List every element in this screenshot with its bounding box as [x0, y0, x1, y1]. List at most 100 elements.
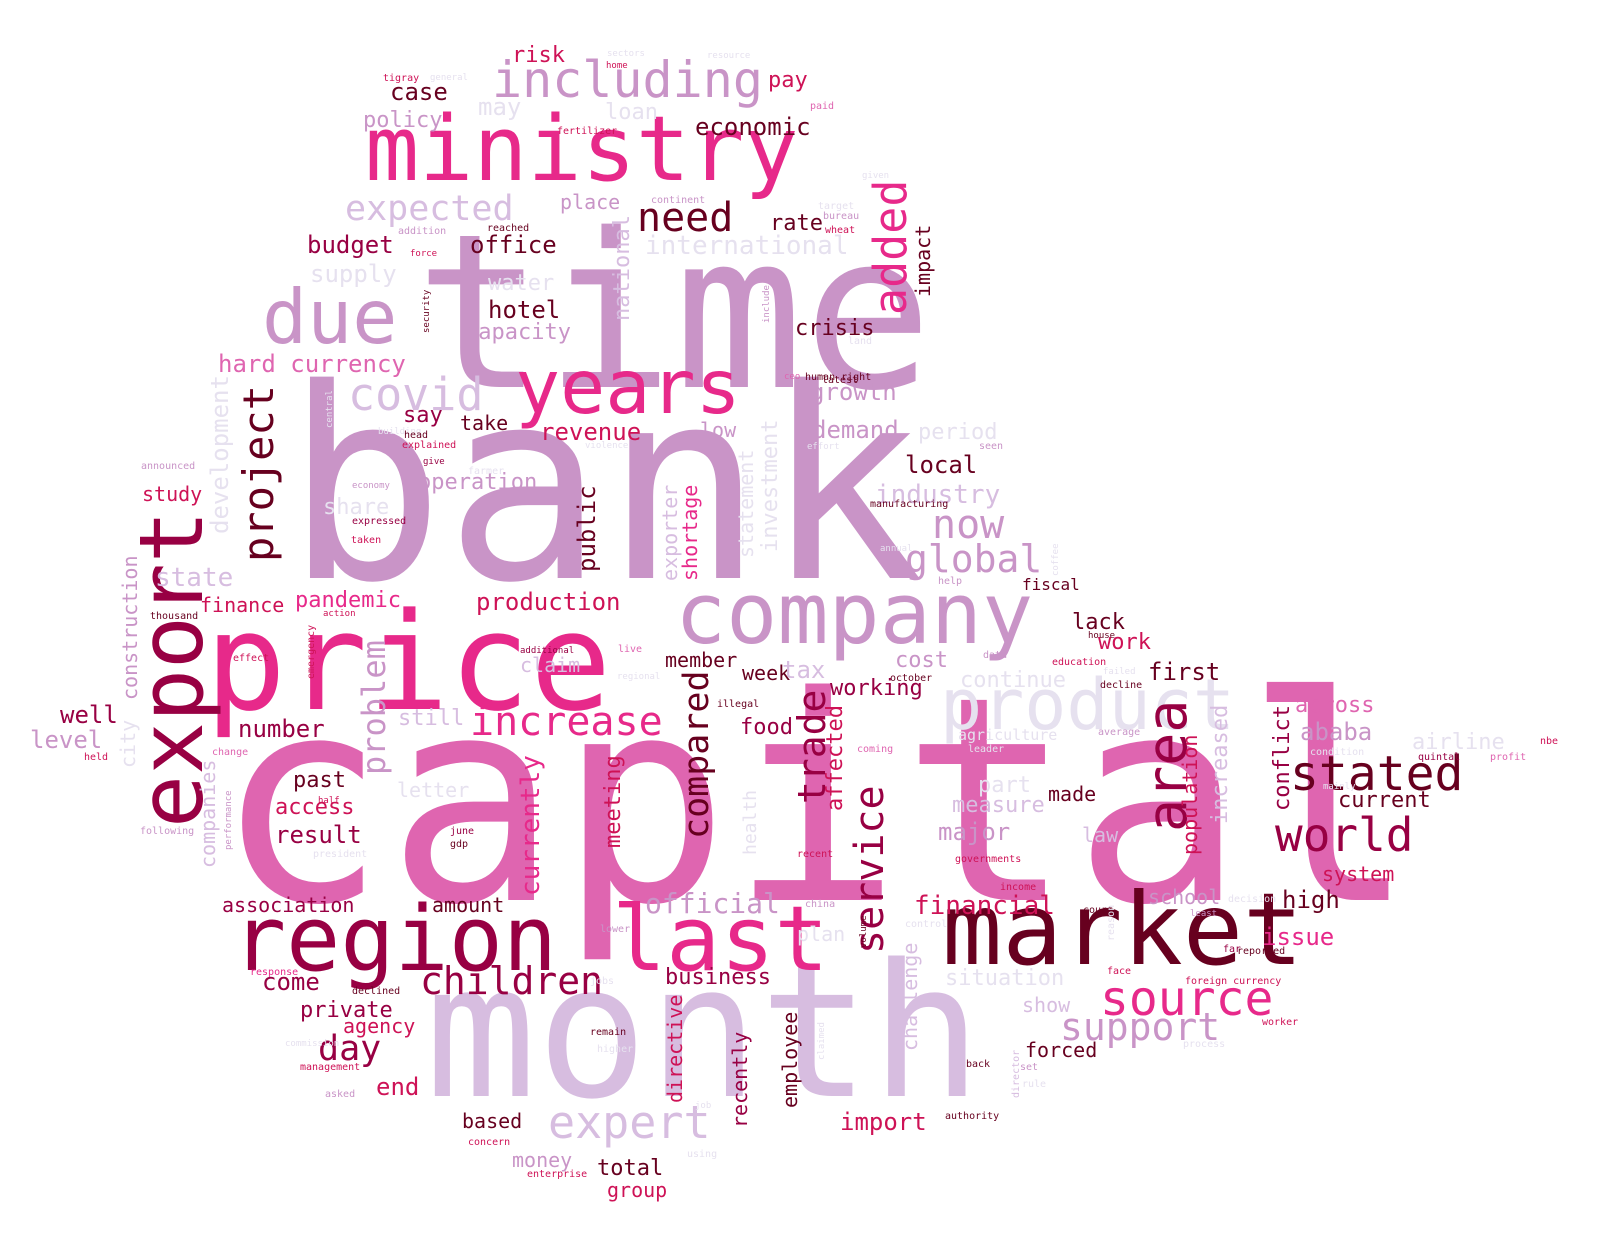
cloud-word: thousand [150, 611, 199, 622]
cloud-word: taken [351, 535, 382, 546]
cloud-word: study [142, 482, 203, 506]
cloud-word: may [478, 93, 522, 121]
cloud-word: fertilizer [557, 126, 618, 137]
cloud-word: change [212, 747, 249, 758]
cloud-word: announced [141, 461, 196, 472]
cloud-word: period [918, 420, 998, 445]
cloud-word: continent [651, 195, 706, 206]
cloud-word: reached [487, 223, 530, 234]
cloud-word: land [848, 336, 873, 347]
cloud-word: coffee [1051, 543, 1061, 576]
cloud-word: supply [310, 260, 397, 288]
cloud-word: population [1178, 734, 1202, 855]
cloud-word: meeting [601, 755, 626, 848]
cloud-word: work [1098, 630, 1151, 655]
cloud-word: result [275, 821, 362, 849]
cloud-word: profit [1490, 752, 1527, 763]
cloud-word: october [890, 673, 933, 684]
cloud-word: rule [1022, 1079, 1047, 1090]
cloud-word: place [560, 190, 621, 214]
cloud-word: manufacturing [870, 499, 949, 510]
cloud-word: source [1100, 971, 1274, 1027]
cloud-word: construction [118, 555, 142, 701]
cloud-word: seen [979, 441, 1004, 452]
cloud-word: authority [945, 1111, 1000, 1122]
cloud-word: face [1107, 966, 1132, 977]
cloud-word: ceo [784, 372, 801, 382]
cloud-word: june [450, 826, 475, 837]
cloud-word: asked [325, 1089, 356, 1100]
cloud-word: level [30, 726, 103, 754]
cloud-word: current [1338, 788, 1431, 813]
cloud-word: condition [1310, 747, 1365, 758]
cloud-word: court [1083, 905, 1114, 916]
cloud-word: tigray [383, 73, 420, 84]
cloud-word: job [695, 1101, 712, 1111]
cloud-word: reported [1237, 946, 1286, 957]
cloud-word: pandemic [295, 588, 401, 613]
cloud-word: remain [590, 1027, 627, 1038]
cloud-word: region [232, 887, 558, 992]
cloud-word: nbe [1540, 736, 1559, 747]
cloud-word: amount [432, 893, 505, 917]
cloud-word: forced [1025, 1038, 1098, 1062]
cloud-word: include [762, 285, 772, 323]
cloud-word: management [300, 1062, 361, 1073]
cloud-word: lower [600, 924, 631, 935]
cloud-word: lack [1072, 610, 1125, 635]
cloud-word: agriculture [958, 726, 1058, 744]
cloud-word: explained [402, 440, 457, 451]
cloud-word: access [275, 795, 355, 820]
cloud-word: day [318, 1029, 382, 1069]
cloud-word: group [607, 1178, 668, 1202]
cloud-word: due [262, 273, 398, 361]
cloud-word: high [1282, 886, 1340, 914]
cloud-word: concern [468, 1137, 511, 1148]
cloud-word: case [390, 78, 448, 106]
cloud-word: capacity [465, 320, 571, 345]
cloud-word: sectors [607, 49, 645, 59]
cloud-word: companies [196, 759, 220, 868]
cloud-word: international [645, 231, 849, 261]
cloud-word: support [1060, 1005, 1221, 1049]
cloud-word: measure [952, 793, 1045, 818]
cloud-word: leader [968, 744, 1005, 755]
cloud-word: shortage [678, 484, 702, 581]
cloud-word: association [222, 893, 355, 917]
cloud-word: exporter [658, 484, 682, 581]
cloud-word: city [116, 719, 140, 768]
cloud-word: product [940, 664, 1236, 746]
cloud-word: fiscal [1022, 575, 1080, 594]
cloud-word: enterprise [527, 1169, 588, 1180]
cloud-word: worker [1262, 1017, 1299, 1028]
cloud-word: decision [1228, 894, 1277, 905]
cloud-word: resource [707, 51, 751, 61]
cloud-word: failed [1103, 667, 1136, 677]
cloud-word: effect [233, 653, 270, 664]
cloud-word: using [687, 1149, 718, 1160]
cloud-word: price [205, 584, 612, 741]
cloud-word: ababa [1300, 718, 1373, 746]
cloud-word: building [378, 427, 422, 437]
cloud-word: commission [285, 1039, 340, 1049]
cloud-word: situation [945, 966, 1065, 991]
cloud-word: number [238, 715, 325, 743]
cloud-word: working [830, 676, 923, 701]
cloud-word: rate [770, 211, 823, 236]
cloud-word: gdp [450, 839, 469, 850]
cloud-word: last [612, 887, 829, 992]
cloud-word: annual [880, 544, 913, 554]
cloud-word: hard currency [218, 350, 406, 378]
cloud-word: first [1148, 658, 1221, 686]
cloud-word: half [318, 796, 340, 806]
cloud-word: tax [782, 656, 826, 684]
cloud-word: foreign currency [1185, 976, 1282, 987]
cloud-word: project [234, 384, 283, 562]
cloud-word: policy [363, 108, 443, 133]
cloud-word: increase [470, 699, 663, 745]
cloud-word: including [492, 51, 763, 109]
cloud-word: import [840, 1108, 927, 1136]
cloud-word: help [938, 576, 963, 587]
cloud-word: process [1183, 1039, 1226, 1050]
cloud-word: governments [955, 854, 1022, 865]
